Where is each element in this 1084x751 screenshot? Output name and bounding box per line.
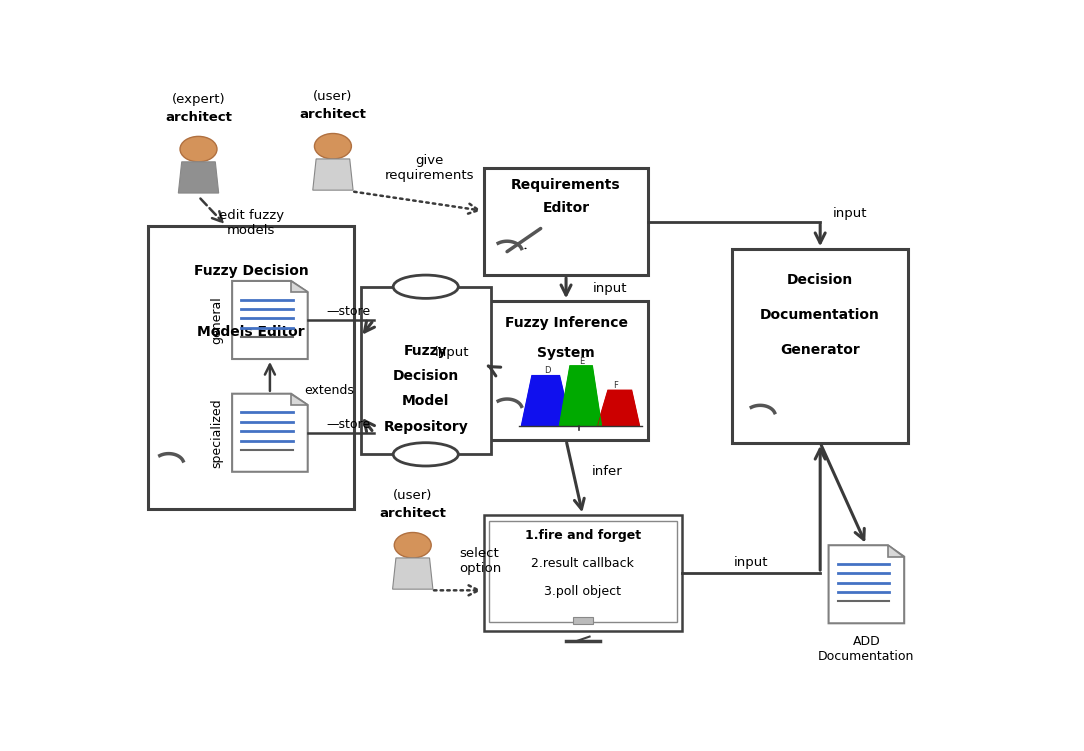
- Text: architect: architect: [165, 110, 232, 124]
- Ellipse shape: [393, 275, 459, 298]
- Text: input: input: [593, 282, 628, 294]
- Text: Fuzzy Inference: Fuzzy Inference: [504, 316, 628, 330]
- Bar: [361, 287, 491, 454]
- Text: input: input: [833, 207, 867, 219]
- Text: Repository: Repository: [384, 420, 468, 433]
- FancyBboxPatch shape: [485, 301, 648, 440]
- Text: edit fuzzy
models: edit fuzzy models: [219, 209, 284, 237]
- Text: 3.poll object: 3.poll object: [544, 585, 621, 598]
- Text: 1.fire and forget: 1.fire and forget: [525, 529, 641, 542]
- Text: general: general: [210, 296, 223, 344]
- Circle shape: [180, 137, 217, 161]
- Polygon shape: [521, 376, 571, 426]
- Text: E: E: [579, 357, 584, 366]
- Text: Fuzzy: Fuzzy: [404, 344, 448, 358]
- FancyBboxPatch shape: [489, 521, 676, 622]
- Polygon shape: [559, 366, 602, 426]
- Polygon shape: [232, 281, 308, 359]
- Text: input: input: [435, 345, 469, 358]
- Text: select
option: select option: [459, 547, 501, 575]
- FancyBboxPatch shape: [485, 168, 648, 275]
- Text: Model: Model: [402, 394, 450, 409]
- Polygon shape: [232, 394, 308, 472]
- Text: Documentation: Documentation: [760, 308, 880, 322]
- Text: Fuzzy Decision: Fuzzy Decision: [194, 264, 308, 279]
- Text: F: F: [614, 382, 618, 391]
- Text: (expert): (expert): [171, 93, 225, 107]
- Text: Documentation: Documentation: [818, 650, 915, 663]
- Text: Editor: Editor: [542, 201, 590, 216]
- Circle shape: [314, 134, 351, 159]
- Polygon shape: [292, 394, 308, 405]
- FancyBboxPatch shape: [485, 515, 682, 631]
- FancyBboxPatch shape: [732, 249, 908, 443]
- Text: (user): (user): [393, 490, 433, 502]
- Text: ADD: ADD: [852, 635, 880, 648]
- Text: —store: —store: [326, 418, 371, 430]
- Polygon shape: [597, 391, 640, 426]
- Polygon shape: [292, 281, 308, 292]
- Polygon shape: [888, 545, 904, 556]
- Ellipse shape: [393, 442, 459, 466]
- Text: —store: —store: [326, 305, 371, 318]
- Text: specialized: specialized: [210, 398, 223, 468]
- FancyBboxPatch shape: [572, 617, 593, 624]
- Text: Generator: Generator: [780, 343, 860, 357]
- Text: architect: architect: [299, 107, 366, 121]
- Text: Models Editor: Models Editor: [197, 325, 305, 339]
- Circle shape: [395, 532, 431, 558]
- Text: infer: infer: [591, 466, 622, 478]
- Text: give
requirements: give requirements: [385, 154, 475, 182]
- Text: Decision: Decision: [787, 273, 853, 287]
- Text: Requirements: Requirements: [512, 178, 621, 192]
- Text: System: System: [538, 346, 595, 360]
- Text: 2.result callback: 2.result callback: [531, 557, 634, 570]
- Text: architect: architect: [379, 507, 447, 520]
- Polygon shape: [828, 545, 904, 623]
- FancyBboxPatch shape: [149, 226, 353, 509]
- Polygon shape: [179, 161, 219, 193]
- Text: (user): (user): [313, 90, 352, 104]
- Text: extends: extends: [304, 384, 353, 397]
- Text: Decision: Decision: [392, 369, 459, 383]
- Text: input: input: [734, 556, 769, 569]
- Polygon shape: [313, 159, 353, 190]
- Polygon shape: [392, 558, 433, 590]
- Text: D: D: [544, 366, 551, 375]
